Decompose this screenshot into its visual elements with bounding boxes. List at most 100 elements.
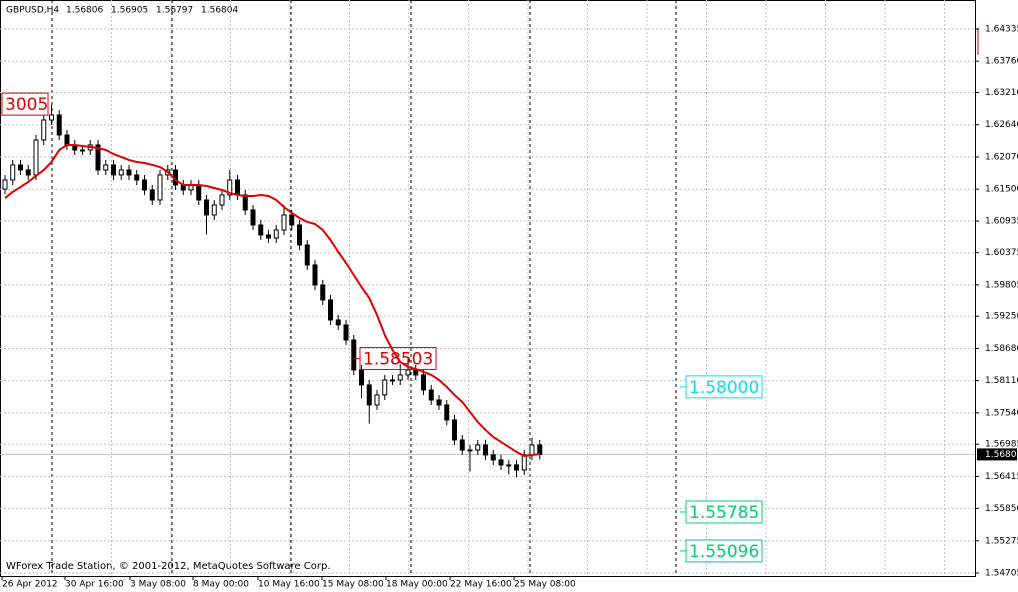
x-tick-label: 3 May 08:00 (130, 580, 186, 590)
y-tick-label: 1.60935 (985, 217, 1018, 227)
candle-body (506, 464, 512, 467)
x-tick-label: 30 Apr 16:00 (65, 580, 124, 590)
candle-body (374, 394, 380, 406)
level-label: 1.55785 (689, 503, 759, 523)
current-price-label: 1.56804 (985, 450, 1018, 460)
candle-body (405, 369, 411, 376)
candle-body (304, 244, 310, 266)
candle-body (80, 149, 85, 152)
y-tick-label: 1.54705 (985, 569, 1018, 579)
y-tick-label: 1.62070 (985, 152, 1018, 162)
y-tick-label: 1.55275 (985, 536, 1018, 546)
candle-body (452, 419, 457, 441)
candle-body (64, 134, 70, 146)
candle-body (126, 169, 132, 176)
candle-body (49, 114, 54, 121)
candle-body (250, 209, 256, 226)
candle-body (320, 284, 326, 301)
candle-body (514, 464, 519, 471)
candle-body (297, 224, 302, 246)
candle-body (351, 339, 357, 371)
candle-body (529, 444, 535, 456)
candle-body (428, 389, 434, 401)
candle-body (382, 379, 388, 396)
quote-value: 1.56905 (111, 6, 148, 16)
x-tick-label: 26 Apr 2012 (2, 580, 58, 590)
level-box (685, 375, 763, 399)
period-separators (51, 0, 677, 576)
quote-value: 1.56804 (201, 6, 238, 16)
candle-body (413, 369, 419, 376)
candle-body (258, 224, 264, 236)
y-tick-label: 1.58680 (985, 344, 1018, 354)
candle-body (343, 324, 349, 341)
candle-body (289, 214, 295, 226)
y-tick-label: 1.56415 (985, 472, 1018, 482)
candle-body (444, 404, 450, 421)
level-box (1, 92, 49, 116)
candle-body (498, 459, 504, 466)
candle-body (366, 384, 372, 406)
x-tick-label: 15 May 08:00 (322, 580, 384, 590)
y-tick-label: 1.59250 (985, 312, 1018, 322)
candle-body (483, 444, 488, 456)
y-tick-label: 1.64335 (985, 24, 1018, 34)
copyright: WForex Trade Station, © 2001-2012, MetaQ… (6, 561, 331, 572)
y-tick-label: 1.63210 (985, 88, 1018, 98)
level-label: 3005 (5, 95, 48, 115)
level-box (685, 500, 763, 524)
y-tick-label: 1.63766 (985, 57, 1018, 67)
level-box (685, 539, 763, 563)
candle-body (211, 204, 217, 216)
level-label: 1.58000 (689, 378, 759, 398)
moving-average (4, 143, 540, 457)
candle-body (111, 164, 116, 176)
y-tick-label: 1.55850 (985, 504, 1018, 514)
x-tick-label: 25 May 08:00 (514, 580, 576, 590)
x-tick-label: 8 May 00:00 (193, 580, 249, 590)
candle-body (521, 454, 527, 471)
candle-body (459, 439, 465, 451)
candle-body (537, 444, 543, 455)
candle-body (134, 174, 140, 181)
candle-body (467, 449, 473, 452)
candle-body (18, 164, 23, 171)
current-price-box (977, 448, 1017, 461)
candle-body (142, 179, 147, 191)
candle-body (10, 164, 16, 181)
candle-body (266, 234, 271, 239)
candle-body (242, 194, 248, 211)
candle-body (219, 194, 225, 206)
y-tick-label: 1.59805 (985, 280, 1018, 290)
y-tick-label: 1.56985 (985, 440, 1018, 450)
level-label: 1.55096 (689, 542, 759, 562)
candle-body (475, 444, 481, 451)
candle-body (328, 299, 333, 321)
candle-body (56, 114, 62, 136)
candle-body (95, 144, 101, 171)
candle-body (235, 179, 240, 196)
symbol: GBPUSD,H4 (6, 6, 59, 16)
candle-body (281, 214, 287, 231)
quote-value: 1.56797 (156, 6, 193, 16)
level-label: 1.58503 (363, 349, 433, 369)
y-tick-label: 1.57540 (985, 408, 1018, 418)
candle-body (118, 169, 124, 176)
candle-body (2, 179, 8, 190)
x-tick-label: 10 May 16:00 (258, 580, 320, 590)
candle-body (157, 174, 163, 201)
candle-body (273, 229, 279, 239)
candle-body (103, 164, 109, 171)
candle-body (196, 184, 202, 201)
y-tick-label: 1.60375 (985, 248, 1018, 258)
candle-body (41, 119, 47, 141)
y-tick-label: 1.61500 (985, 185, 1018, 195)
candle-body (436, 399, 442, 406)
candle-body (490, 454, 496, 461)
candle-body (397, 374, 403, 381)
candle-body (25, 169, 31, 176)
quote-value: 1.56806 (66, 6, 103, 16)
candle-body (335, 319, 341, 326)
